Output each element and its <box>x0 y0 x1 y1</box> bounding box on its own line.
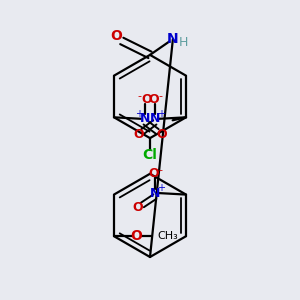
Text: O: O <box>156 128 167 141</box>
Text: O: O <box>148 167 159 180</box>
Text: Cl: Cl <box>142 148 158 162</box>
Text: H: H <box>179 37 188 50</box>
Text: O: O <box>130 229 142 243</box>
Text: -: - <box>159 165 163 175</box>
Text: +: + <box>135 109 142 119</box>
Text: +: + <box>158 109 165 119</box>
Text: O: O <box>133 128 144 141</box>
Text: N: N <box>150 112 160 125</box>
Text: +: + <box>158 183 165 193</box>
Text: N: N <box>150 187 160 200</box>
Text: N: N <box>140 112 150 125</box>
Text: O: O <box>141 93 152 106</box>
Text: O: O <box>110 29 122 43</box>
Text: -: - <box>159 91 163 100</box>
Text: O: O <box>132 201 143 214</box>
Text: CH₃: CH₃ <box>157 231 178 241</box>
Text: -: - <box>137 91 141 100</box>
Text: O: O <box>148 93 159 106</box>
Text: N: N <box>167 32 179 46</box>
